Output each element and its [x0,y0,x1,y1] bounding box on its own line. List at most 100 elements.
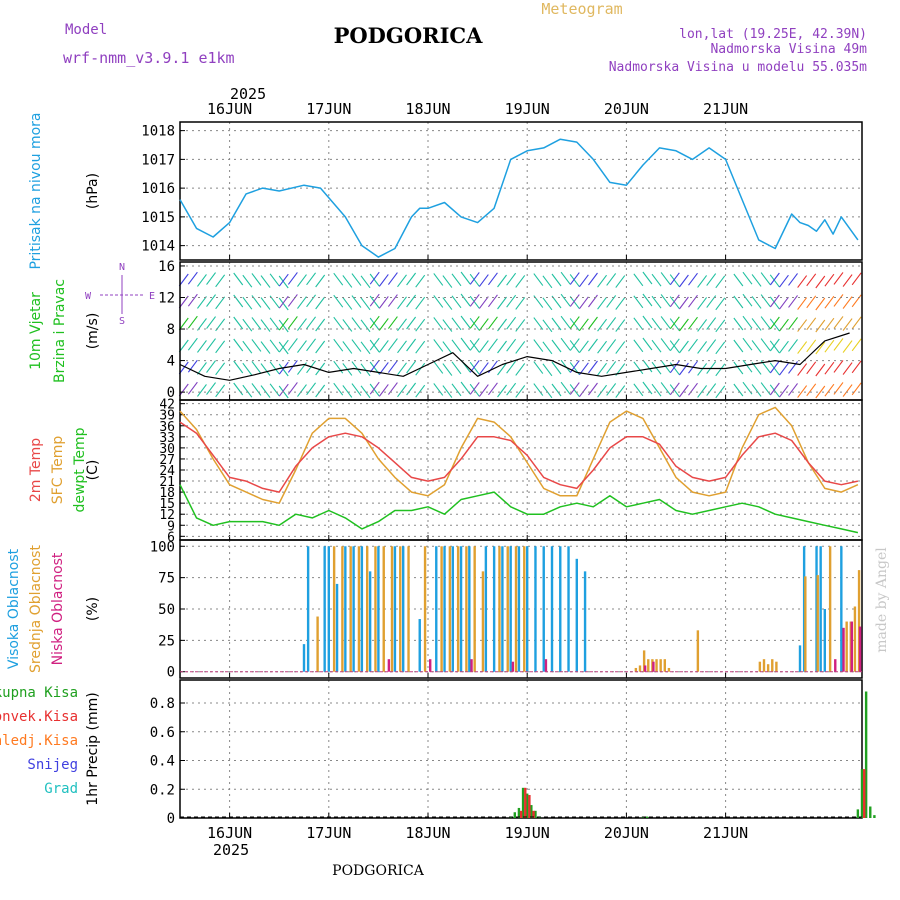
wind-arrow [778,384,789,398]
wind-arrow [333,382,344,396]
wind-arrow [578,296,589,310]
high-cloud-bar [501,546,504,672]
conv-rain-bar [528,795,531,818]
wind-arrow [397,318,407,332]
high-cloud-bar [526,546,529,672]
wind-arrow [824,361,835,375]
wind-arrow [797,275,808,288]
wind-arrow [760,272,771,285]
wind-arrow [569,318,580,331]
wind-arrow [297,318,307,331]
wind-arrow [751,340,762,353]
high-cloud-bar [468,546,471,672]
wind-arrow [815,341,826,355]
mid-cloud-bar [374,546,377,672]
wind-arrow [651,383,662,397]
wind-arrow [733,317,744,331]
total-rain-bar [534,810,537,818]
wind-arrow [506,294,517,308]
footer-city: PODGORICA [332,863,425,879]
wind-arrow [215,274,226,288]
wind-arrow [742,359,753,373]
mid-cloud-bar [816,575,819,672]
wind-arrow [851,294,862,308]
wind-arrow [333,272,344,286]
model-name: wrf-nmm_v3.9.1 e1km [63,49,235,67]
day-label-top: 21JUN [703,100,748,118]
wind-arrow [606,295,617,308]
high-cloud-bar [368,571,372,672]
wind-arrow [760,316,771,329]
wind-arrow [488,272,498,286]
mid-cloud-bar [357,546,361,672]
wind-arrow [406,338,417,352]
wind-arrow [660,338,671,351]
wind-arrow [342,341,353,354]
mid-cloud-bar [481,571,485,672]
wind-arrow [406,382,417,396]
wind-arrow [506,338,517,352]
wind-arrow [433,339,444,352]
wind-arrow [606,383,617,396]
wind-arrow [733,383,744,397]
wind-arrow [287,272,298,285]
wind-arrow [215,296,226,310]
high-cloud-bar [559,546,562,672]
wind-arrow [769,272,780,286]
wind-arrow [187,315,198,329]
y-tick-label: 25 [158,633,175,649]
wind-arrow [260,275,271,288]
wind-arrow [578,318,589,332]
low-cloud-bar [511,661,515,672]
dewpoint-line [179,484,859,534]
wind-arrow [497,274,507,288]
temp2m-line [179,421,859,493]
wind-arrow [560,293,571,307]
wind-arrow [633,273,644,287]
wind-arrow [769,384,780,398]
wind-arrow [688,316,698,330]
wind-arrow [187,337,198,351]
wind-arrow [688,338,698,352]
wind-arrow [369,273,380,287]
wind-arrow [515,341,526,354]
pressure-line [179,138,859,258]
wind-arrow [769,316,780,330]
wind-arrow [197,340,207,353]
wind-arrow [506,382,517,396]
mid-cloud-bar [498,546,501,672]
mid-cloud-bar [316,616,319,672]
wind-arrow [488,338,498,352]
wind-arrow [751,274,762,287]
wind-arrow [615,275,626,288]
wind-arrow [469,361,480,375]
wind-arrow [588,272,598,286]
wind-arrow [660,382,671,395]
wind-legend-w: W [85,291,92,302]
mid-cloud-bar [804,576,807,672]
side-label-wind-1: 10m Vjetar [28,292,44,370]
wind-arrow [460,337,471,351]
mid-cloud-bar [366,546,369,672]
wind-arrow [297,340,307,353]
wind-arrow [715,275,726,289]
wind-arrow [715,363,726,377]
total-rain-bar [526,793,529,818]
wind-arrow [360,275,371,289]
wind-arrow [533,361,544,374]
wind-arrow [715,297,726,311]
wind-arrow [506,360,517,374]
wind-arrow [542,275,553,289]
total-rain-bar [873,815,876,818]
wind-arrow [833,360,844,373]
wind-arrow [233,316,244,330]
wind-arrow [778,274,789,288]
wind-arrow [378,296,389,309]
day-label-bottom: 20JUN [604,824,649,842]
wind-arrow [669,338,680,352]
wind-arrow [197,362,207,375]
wind-arrow [815,385,826,399]
wind-arrow [842,362,853,375]
wind-arrow [742,271,753,285]
wind-arrow [551,339,562,353]
